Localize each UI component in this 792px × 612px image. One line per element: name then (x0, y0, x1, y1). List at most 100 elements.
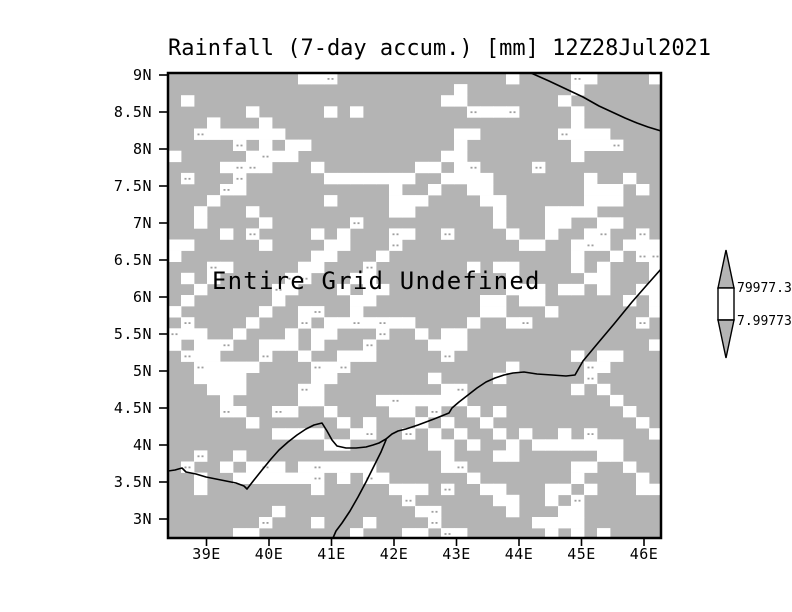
speckle-dot (227, 189, 230, 191)
colorbar-upper-arrow (717, 249, 735, 289)
undefined-cell (194, 283, 208, 296)
undefined-cell (506, 272, 520, 285)
undefined-cell (571, 84, 585, 96)
undefined-cell (389, 483, 403, 496)
undefined-cell (610, 250, 624, 262)
speckle-dot (266, 155, 269, 158)
undefined-cell (519, 283, 533, 296)
undefined-cell (480, 195, 494, 207)
undefined-cell (233, 184, 247, 196)
speckle-dot (236, 166, 239, 169)
undefined-cell (597, 195, 611, 207)
undefined-cell (597, 184, 611, 196)
undefined-cell (259, 350, 273, 362)
undefined-cell (571, 206, 585, 218)
undefined-cell (311, 461, 325, 473)
undefined-cell (597, 217, 611, 229)
undefined-cell (246, 417, 260, 429)
undefined-cell (467, 406, 481, 418)
speckle-dot (357, 222, 360, 225)
speckle-dot (240, 144, 243, 147)
speckle-dot (444, 533, 447, 535)
undefined-cell (207, 350, 221, 362)
undefined-cell (597, 528, 611, 538)
undefined-cell (597, 261, 611, 274)
undefined-cell (181, 95, 195, 107)
undefined-cell (389, 394, 403, 407)
undefined-cell (623, 295, 637, 307)
undefined-cell (441, 172, 455, 185)
undefined-cell (259, 306, 273, 318)
undefined-cell (181, 317, 195, 329)
undefined-cell (571, 494, 585, 507)
speckle-dot (201, 366, 204, 369)
undefined-cell (259, 472, 273, 484)
undefined-cell (311, 383, 325, 396)
undefined-cell (207, 361, 221, 373)
undefined-cell (571, 528, 585, 538)
undefined-cell (181, 239, 195, 251)
undefined-cell (363, 350, 377, 362)
undefined-cell (649, 339, 661, 351)
speckle-dot (565, 133, 568, 136)
speckle-dot (214, 266, 217, 269)
speckle-dot (392, 233, 395, 236)
speckle-dot (643, 255, 646, 258)
speckle-dot (201, 455, 204, 458)
speckle-dot (331, 78, 334, 80)
undefined-cell (584, 428, 598, 440)
undefined-cell (376, 317, 390, 329)
undefined-cell (584, 272, 598, 285)
undefined-cell (363, 517, 377, 529)
speckle-dot (171, 333, 174, 336)
speckle-dot (574, 78, 577, 80)
undefined-cell (272, 428, 286, 440)
undefined-cell (428, 372, 442, 385)
undefined-cell (376, 250, 390, 262)
undefined-cell (285, 283, 299, 296)
undefined-cell (571, 128, 585, 140)
undefined-cell (571, 472, 585, 484)
undefined-cell (623, 461, 637, 473)
undefined-cell (493, 494, 507, 507)
undefined-cell (428, 439, 442, 451)
undefined-cell (467, 439, 481, 451)
undefined-cell (220, 339, 234, 351)
undefined-cell (597, 283, 611, 296)
undefined-cell (467, 128, 481, 140)
speckle-dot (314, 311, 317, 313)
speckle-dot (249, 166, 252, 169)
undefined-cell (610, 450, 624, 462)
speckle-dot (184, 355, 187, 358)
speckle-dot (357, 322, 360, 324)
undefined-cell (311, 250, 325, 262)
undefined-cell (454, 139, 468, 151)
speckle-dot (353, 322, 356, 324)
undefined-cell (168, 328, 182, 340)
undefined-cell (584, 128, 598, 140)
undefined-cell (389, 239, 403, 251)
undefined-cell (246, 317, 260, 329)
undefined-cell (376, 472, 390, 484)
undefined-cell (506, 283, 520, 296)
undefined-cell (324, 372, 338, 385)
speckle-dot (435, 522, 438, 524)
undefined-cell (298, 383, 312, 396)
undefined-cell (532, 283, 546, 296)
undefined-cell (402, 406, 416, 418)
undefined-cell (194, 217, 208, 229)
undefined-cell (194, 483, 208, 496)
speckle-dot (409, 433, 412, 435)
undefined-cell (571, 461, 585, 473)
undefined-cell (350, 306, 364, 318)
speckle-dot (379, 333, 382, 336)
undefined-cell (454, 461, 468, 473)
undefined-cell (584, 206, 598, 218)
undefined-cell (168, 339, 182, 351)
undefined-cell (402, 494, 416, 507)
speckle-dot (431, 522, 434, 524)
x-axis-label: 43E (442, 545, 471, 563)
speckle-dot (457, 388, 460, 391)
speckle-dot (184, 177, 187, 180)
